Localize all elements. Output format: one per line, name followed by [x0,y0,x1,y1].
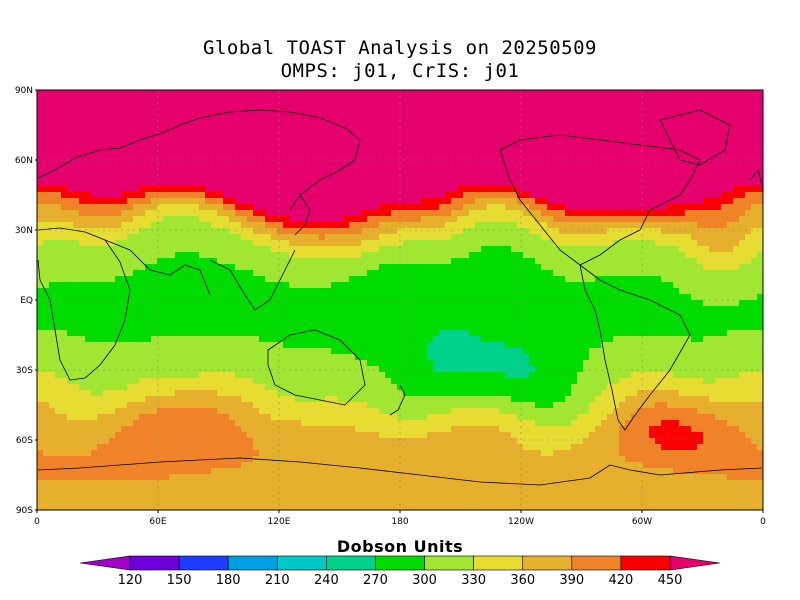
lon-tick-label: 0 [760,517,766,527]
colorbar-level-label: 240 [314,573,339,588]
lon-tick-label: 0 [34,517,40,527]
colorbar-swatch [375,555,425,571]
colorbar-swatch [424,555,474,571]
lat-tick-label: 60N [15,156,33,166]
colorbar-level-label: 180 [216,573,241,588]
colorbar-max-arrow [669,555,721,571]
lat-tick-label: 30S [16,366,33,376]
lon-tick-label: 120W [508,517,534,527]
colorbar-swatch [227,555,278,571]
colorbar-level-label: 330 [461,573,486,588]
map-subtitle: OMPS: j01, CrIS: j01 [280,60,520,82]
colorbar-swatch [522,555,573,571]
lat-tick-label: 30N [15,226,33,236]
lat-tick-label: 90N [15,86,33,96]
colorbar-swatch [129,555,180,571]
coastlines [37,109,763,486]
colorbar: 120 150 180 210 240 270 300 330 360 390 420 450 [79,555,721,588]
colorbar-level-label: 420 [608,573,633,588]
colorbar-level-label: 120 [118,573,143,588]
colorbar-swatch [571,555,622,571]
colorbar-level-label: 300 [412,573,437,588]
colorbar-level-label: 360 [510,573,535,588]
lat-tick-label: 60S [16,436,33,446]
graticule [37,90,763,510]
lat-tick-label: 90S [16,506,33,516]
lat-tick-label: EQ [20,296,33,306]
colorbar-swatch [620,555,671,571]
lon-tick-label: 180 [391,517,408,527]
colorbar-swatch [326,555,376,571]
longitude-ticks: 0 60E 120E 180 120W 60W 0 [34,510,766,527]
colorbar-level-label: 210 [265,573,290,588]
lon-tick-label: 60W [632,517,652,527]
colorbar-swatch [473,555,524,571]
colorbar-swatch [276,555,327,571]
colorbar-title: Dobson Units [336,537,464,556]
colorbar-level-label: 150 [167,573,192,588]
colorbar-min-arrow [79,555,131,571]
lon-tick-label: 60E [149,517,166,527]
colorbar-level-label: 390 [559,573,584,588]
colorbar-level-label: 270 [363,573,388,588]
map-title: Global TOAST Analysis on 20250509 [203,37,597,59]
latitude-ticks: 90N 60N 30N EQ 30S 60S 90S [15,86,37,516]
lon-tick-label: 120E [268,517,291,527]
colorbar-swatch [178,555,229,571]
colorbar-level-label: 450 [658,573,683,588]
